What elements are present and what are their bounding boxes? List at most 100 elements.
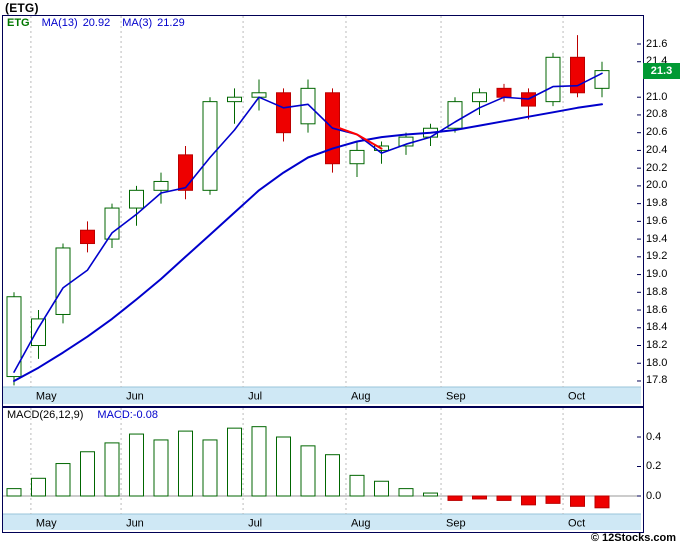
month-label: Jun: [126, 391, 144, 403]
month-label: Jun: [126, 518, 144, 530]
candle-up: [31, 318, 46, 347]
month-label: Oct: [568, 518, 585, 530]
ma3-legend: MA(3) 21.29: [122, 17, 184, 29]
macd-bar-negative: [521, 495, 536, 506]
macd-tick-label: 0.2: [646, 460, 662, 472]
last-price-badge: 21.3: [643, 62, 680, 79]
price-tick-label: 21.6: [646, 37, 668, 50]
candle-up: [202, 101, 218, 191]
month-label: Oct: [568, 391, 585, 403]
candle-down: [80, 229, 95, 245]
price-tick-label: 18.8: [646, 285, 668, 298]
macd-bar-positive: [129, 433, 144, 497]
macd-bar-positive: [55, 463, 71, 497]
macd-bar-negative: [472, 495, 487, 500]
price-tick-label: 18.6: [646, 303, 668, 316]
macd-params-label: MACD(26,12,9): [7, 409, 84, 421]
macd-bar-positive: [251, 426, 267, 497]
candle-down: [178, 154, 193, 191]
month-label: May: [36, 518, 57, 530]
month-label: Aug: [351, 391, 371, 403]
macd-bar-negative: [570, 495, 585, 507]
month-label: Sep: [446, 518, 466, 530]
candle-up: [447, 101, 463, 129]
candle-up: [472, 92, 487, 103]
macd-bar-positive: [374, 480, 389, 497]
price-tick-label: 19.4: [646, 232, 668, 245]
macd-panel: May Jun Jul Aug Sep Oct MACD(26,12,9) MACD:-0.…: [2, 407, 644, 533]
candle-up: [545, 56, 561, 103]
candle-down: [276, 92, 291, 134]
x-axis-band: [3, 387, 641, 404]
x-axis-band: [3, 514, 641, 530]
candle-up: [129, 189, 144, 209]
macd-bar-negative: [545, 495, 561, 504]
candle-up: [153, 180, 169, 191]
price-tick-label: 20.0: [646, 179, 668, 192]
macd-bar-negative: [496, 495, 512, 501]
macd-bar-positive: [300, 445, 316, 497]
macd-bar-positive: [227, 427, 242, 497]
candle-up: [55, 247, 71, 315]
price-tick-label: 18.0: [646, 356, 668, 369]
macd-bar-positive: [178, 430, 193, 497]
macd-bar-positive: [398, 488, 414, 497]
ma13-legend: MA(13) 20.92: [42, 17, 111, 29]
macd-bar-positive: [6, 488, 22, 497]
candle-down: [496, 87, 512, 98]
ma13-value: 20.92: [82, 17, 111, 29]
macd-bar-positive: [104, 442, 120, 497]
copyright-watermark: © 12Stocks.com: [590, 532, 676, 544]
candle-up: [349, 149, 365, 165]
macd-value-label: MACD:-0.08: [97, 409, 158, 421]
price-tick-label: 20.4: [646, 143, 668, 156]
price-tick-label: 20.8: [646, 108, 668, 121]
macd-bar-positive: [325, 454, 340, 497]
month-label: Jul: [248, 518, 262, 530]
price-tick-label: 19.2: [646, 250, 668, 263]
price-tick-label: 19.0: [646, 268, 668, 281]
candle-up: [227, 96, 242, 103]
candle-down: [570, 56, 585, 94]
macd-legend: MACD(26,12,9) MACD:-0.08: [7, 409, 158, 421]
price-tick-label: 20.6: [646, 126, 668, 139]
macd-bar-positive: [80, 451, 95, 497]
month-label: Jul: [248, 391, 262, 403]
macd-tick-label: 0.0: [646, 489, 662, 502]
price-tick-label: 21.0: [646, 90, 668, 103]
ma-line: [331, 124, 383, 150]
price-tick-label: 18.2: [646, 339, 668, 351]
macd-bar-negative: [447, 495, 463, 501]
macd-bar-negative: [594, 495, 610, 509]
candle-up: [6, 296, 22, 378]
price-axis: 21.6 21.4 21.0 20.8 20.6 20.4 20.2 20.0 19.8 19.6…: [645, 15, 679, 405]
price-tick-label: 18.4: [646, 321, 668, 334]
month-label: Aug: [351, 518, 371, 530]
macd-bar-positive: [153, 439, 169, 497]
macd-bar-positive: [202, 439, 218, 497]
page-title: (ETG): [5, 1, 39, 15]
candle-up: [300, 87, 316, 125]
macd-histogram: May Jun Jul Aug Sep Oct: [3, 408, 641, 530]
ma-line: [13, 72, 603, 373]
ma13-label: MA(13): [41, 17, 78, 29]
price-tick-label: 21.4: [646, 55, 668, 68]
ticker-symbol: ETG: [7, 17, 30, 29]
ma-line: [13, 103, 603, 382]
month-label: Sep: [446, 391, 466, 403]
price-tick-label: 19.6: [646, 214, 668, 227]
price-tick-label: 17.8: [646, 374, 668, 387]
candle-up: [104, 207, 120, 240]
candlestick-chart: May Jun Jul Aug Sep Oct: [3, 16, 641, 404]
macd-tick-label: 0.4: [646, 430, 662, 443]
price-tick-label: 20.2: [646, 161, 668, 174]
ma3-label: MA(3): [122, 17, 153, 29]
chart-legend: ETG MA(13) 20.92 MA(3) 21.29: [7, 17, 197, 29]
macd-bar-positive: [31, 477, 46, 497]
ma3-value: 21.29: [157, 17, 185, 29]
price-tick-label: 19.8: [646, 197, 668, 210]
month-label: May: [36, 391, 57, 403]
macd-bar-positive: [423, 492, 438, 497]
macd-bar-positive: [349, 474, 365, 497]
macd-axis: 0.4 0.2 0.0: [645, 407, 679, 531]
